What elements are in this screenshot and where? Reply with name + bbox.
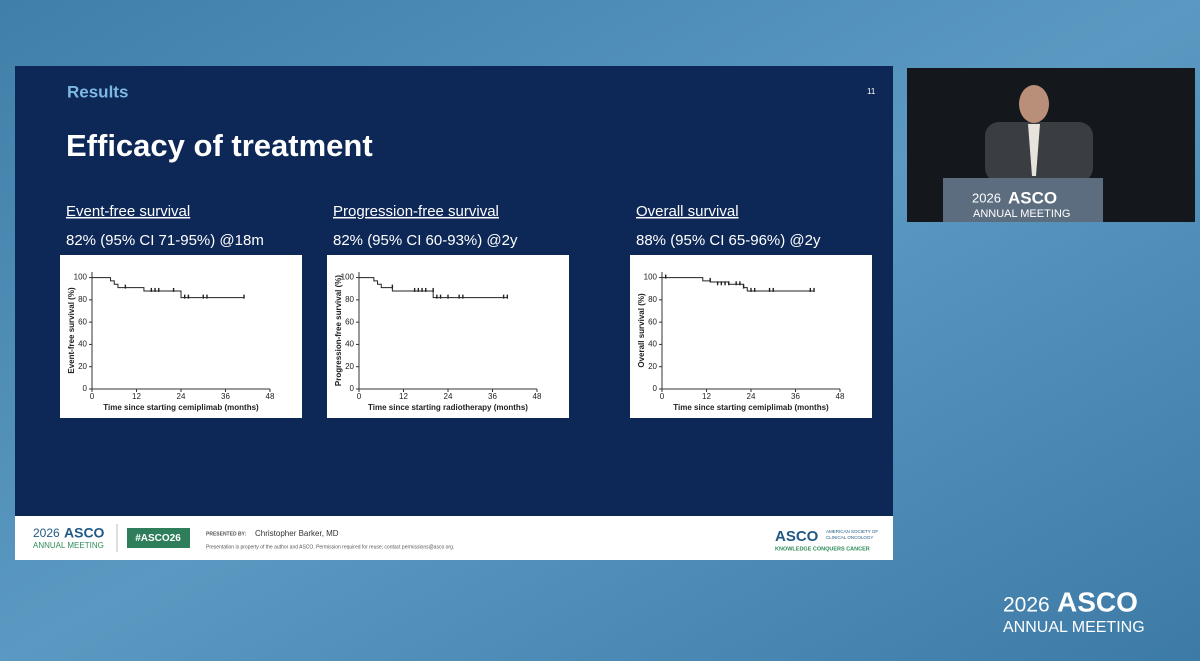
chart-subtitle: 82% (95% CI 60-93%) @2y [333,232,518,249]
y-tick-label: 80 [78,295,87,304]
survival-curve [92,277,245,299]
y-tick-label: 80 [345,295,354,304]
x-tick-label: 24 [747,392,756,401]
speaker-shirt [1028,124,1040,176]
y-axis-label: Event-free survival (%) [67,287,76,374]
podium-brand: ASCO [1008,188,1057,207]
y-tick-label: 60 [648,317,657,326]
x-tick-label: 48 [266,392,275,401]
hashtag: #ASCO26 [135,533,181,544]
y-tick-label: 100 [341,273,355,282]
y-tick-label: 60 [345,317,354,326]
podium-year: 2026 [972,190,1001,205]
x-tick-label: 0 [90,392,95,401]
y-tick-label: 60 [78,317,87,326]
chart-title: Progression-free survival [333,203,499,220]
y-tick-label: 20 [78,362,87,371]
y-tick-label: 40 [345,340,354,349]
y-axis-label: Progression-free survival (%) [334,275,343,386]
chart-subtitle: 88% (95% CI 65-96%) @2y [636,232,821,249]
x-tick-label: 12 [132,392,141,401]
tagline: KNOWLEDGE CONQUERS CANCER [775,546,870,552]
section-label: Results [67,82,128,101]
x-tick-label: 0 [660,392,665,401]
y-tick-label: 100 [74,273,88,282]
page-number: 11 [867,87,876,96]
x-tick-label: 36 [221,392,230,401]
chart-title: Event-free survival [66,203,190,220]
footer-logo-year: 2026 [33,526,60,540]
x-axis-label: Time since starting radiotherapy (months… [368,403,528,412]
x-tick-label: 12 [399,392,408,401]
x-tick-label: 24 [444,392,453,401]
org-name-line2: CLINICAL ONCOLOGY [826,535,873,540]
x-tick-label: 48 [533,392,542,401]
x-axis-label: Time since starting cemiplimab (months) [673,403,829,412]
speaker-body [985,122,1093,182]
y-tick-label: 20 [345,362,354,371]
hashtag-box [127,528,190,548]
org-logo: ASCO [775,528,819,545]
chart-title: Overall survival [636,203,739,220]
podium [943,178,1103,222]
x-tick-label: 12 [702,392,711,401]
notice: Presentation is property of the author a… [206,544,454,550]
x-tick-label: 36 [791,392,800,401]
x-tick-label: 48 [836,392,845,401]
x-tick-label: 0 [357,392,362,401]
y-tick-label: 0 [350,384,355,393]
survival-curve [359,277,508,299]
y-tick-label: 40 [648,340,657,349]
podium-meeting: ANNUAL MEETING [973,208,1070,220]
slide-heading: Efficacy of treatment [66,128,373,163]
org-name-line1: AMERICAN SOCIETY OF [826,529,878,534]
footer-logo-meeting: ANNUAL MEETING [33,541,104,550]
y-tick-label: 80 [648,295,657,304]
presented-by-label: PRESENTED BY: [206,531,247,537]
watermark-brand: ASCO [1057,586,1138,617]
chart-subtitle: 82% (95% CI 71-95%) @18m [66,232,264,249]
x-axis-label: Time since starting cemiplimab (months) [103,403,259,412]
y-axis-label: Overall survival (%) [637,293,646,368]
y-tick-label: 20 [648,362,657,371]
x-tick-label: 36 [488,392,497,401]
presenter: Christopher Barker, MD [255,529,339,538]
x-tick-label: 24 [177,392,186,401]
watermark-meeting: ANNUAL MEETING [1003,619,1145,636]
y-tick-label: 0 [653,384,658,393]
speaker-head [1019,85,1049,123]
y-tick-label: 100 [644,273,658,282]
y-tick-label: 40 [78,340,87,349]
footer-logo-brand: ASCO [64,525,105,541]
watermark-year: 2026 [1003,594,1050,617]
y-tick-label: 0 [83,384,88,393]
